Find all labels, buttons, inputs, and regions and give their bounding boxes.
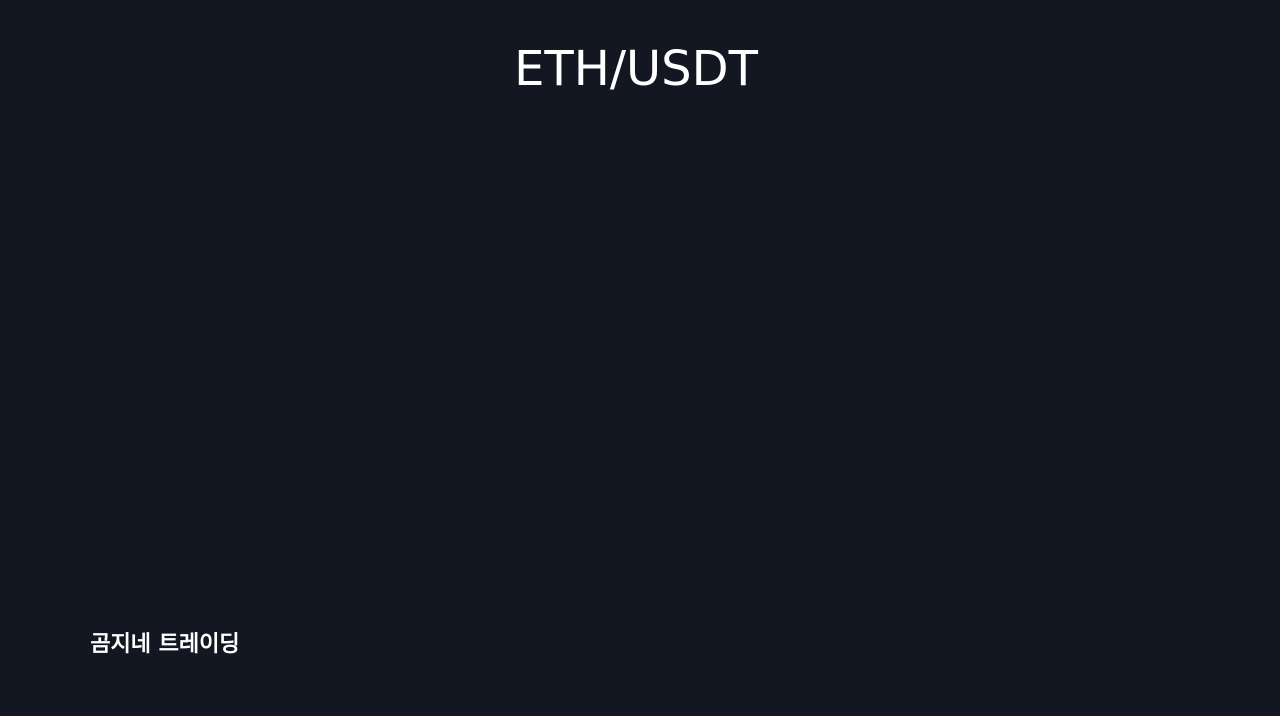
- chart-title: ETH/USDT: [514, 41, 758, 97]
- annotations: ETH/USDT 곰지네 트레이딩: [90, 41, 758, 657]
- watermark: 곰지네 트레이딩: [90, 632, 239, 657]
